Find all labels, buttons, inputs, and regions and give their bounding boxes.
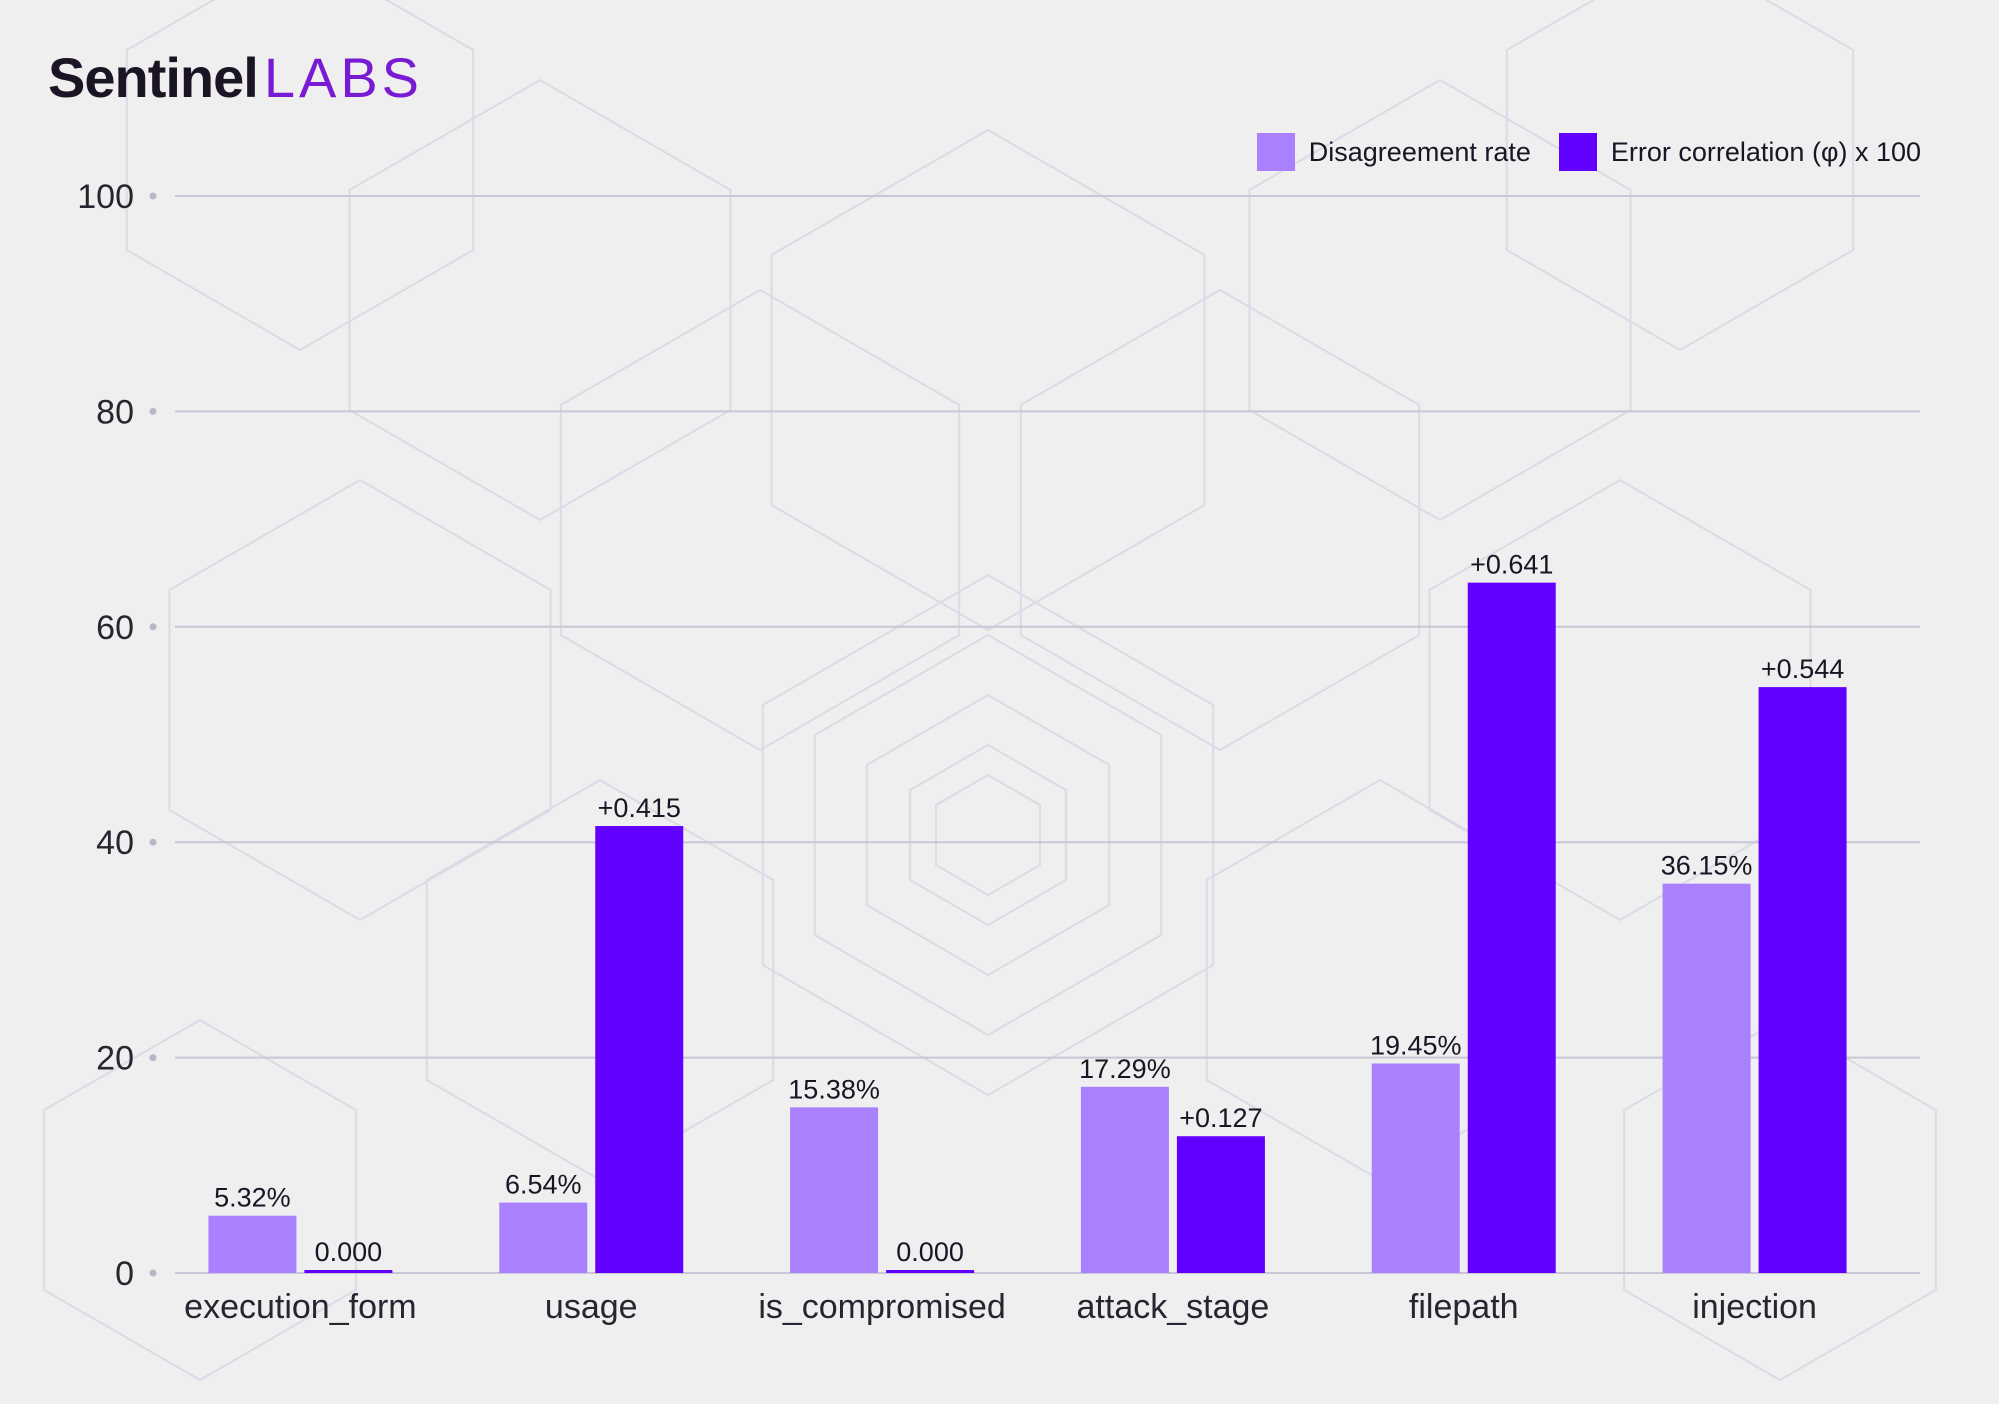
background-hexagon <box>125 0 475 352</box>
logo-sentinel-text: Sentinel <box>48 46 259 109</box>
background-hexagon <box>813 633 1163 1037</box>
y-tick-dot <box>149 1054 157 1062</box>
data-label-correlation: +0.641 <box>1470 550 1553 580</box>
bar-disagreement-rate <box>208 1215 297 1273</box>
legend-swatch-correlation <box>1558 133 1597 171</box>
data-label-correlation: +0.544 <box>1761 654 1844 684</box>
bar-error-correlation <box>1176 1136 1265 1273</box>
data-label-disagreement: 19.45% <box>1370 1031 1462 1061</box>
y-tick-label: 20 <box>96 1040 134 1078</box>
bar-disagreement-rate <box>1080 1086 1169 1273</box>
legend-label-correlation: Error correlation (φ) x 100 <box>1610 136 1921 167</box>
background-hexagon <box>1019 288 1421 752</box>
y-tick-dot <box>149 623 157 631</box>
y-tick-dot <box>149 838 157 846</box>
legend-swatch-disagreement <box>1256 133 1295 171</box>
y-tick-dot <box>149 192 157 200</box>
data-label-disagreement: 17.29% <box>1079 1054 1171 1084</box>
data-label-disagreement: 6.54% <box>505 1170 582 1200</box>
bar-error-correlation <box>1758 687 1847 1273</box>
sentinel-labs-logo: Sentinel LABS <box>48 46 423 110</box>
bar-disagreement-rate <box>1371 1063 1460 1273</box>
data-label-disagreement: 15.38% <box>788 1074 880 1104</box>
background-hexagon <box>348 78 732 522</box>
bar-error-correlation <box>304 1270 393 1273</box>
y-tick-label: 100 <box>77 178 134 216</box>
background-hexagon <box>909 743 1067 927</box>
x-category-label: attack_stage <box>1077 1288 1270 1326</box>
bar-error-correlation <box>886 1270 975 1273</box>
x-category-label: is_compromised <box>758 1288 1006 1326</box>
background-hexagon <box>168 478 552 922</box>
y-tick-label: 60 <box>96 609 134 647</box>
y-tick-label: 0 <box>115 1255 134 1293</box>
bar-error-correlation <box>595 826 684 1273</box>
background-hexagon <box>1248 78 1632 522</box>
data-label-correlation: 0.000 <box>896 1237 964 1267</box>
background-hexagon <box>1623 1018 1937 1382</box>
x-category-label: injection <box>1692 1288 1817 1326</box>
background-hexagon <box>761 573 1215 1097</box>
x-category-label: filepath <box>1409 1288 1519 1326</box>
data-label-correlation: +0.415 <box>598 793 681 823</box>
bar-error-correlation <box>1467 582 1556 1273</box>
data-label-correlation: 0.000 <box>315 1237 383 1267</box>
bar-disagreement-rate <box>790 1107 879 1273</box>
y-tick-dot <box>149 407 157 415</box>
y-tick-label: 40 <box>96 824 134 862</box>
background-hexagon <box>770 128 1206 632</box>
background-hexagon <box>43 1018 357 1382</box>
logo-labs-text: LABS <box>263 46 424 109</box>
y-tick-label: 80 <box>96 393 134 431</box>
x-category-label: execution_form <box>184 1288 416 1326</box>
y-tick-dot <box>149 1269 157 1277</box>
bar-disagreement-rate <box>1662 883 1751 1273</box>
bar-disagreement-rate <box>499 1202 588 1273</box>
background-hexagon <box>865 693 1111 977</box>
data-label-disagreement: 36.15% <box>1661 851 1753 881</box>
legend-label-disagreement: Disagreement rate <box>1308 136 1531 167</box>
background-hexagon <box>1505 0 1855 352</box>
background-hexagon <box>1428 478 1812 922</box>
background-hexagon <box>935 773 1041 897</box>
background-hexagon <box>559 288 961 752</box>
x-category-label: usage <box>545 1288 638 1326</box>
chart-legend: Disagreement rate Error correlation (φ) … <box>1256 133 1921 171</box>
data-label-disagreement: 5.32% <box>214 1183 291 1213</box>
data-label-correlation: +0.127 <box>1179 1103 1262 1133</box>
